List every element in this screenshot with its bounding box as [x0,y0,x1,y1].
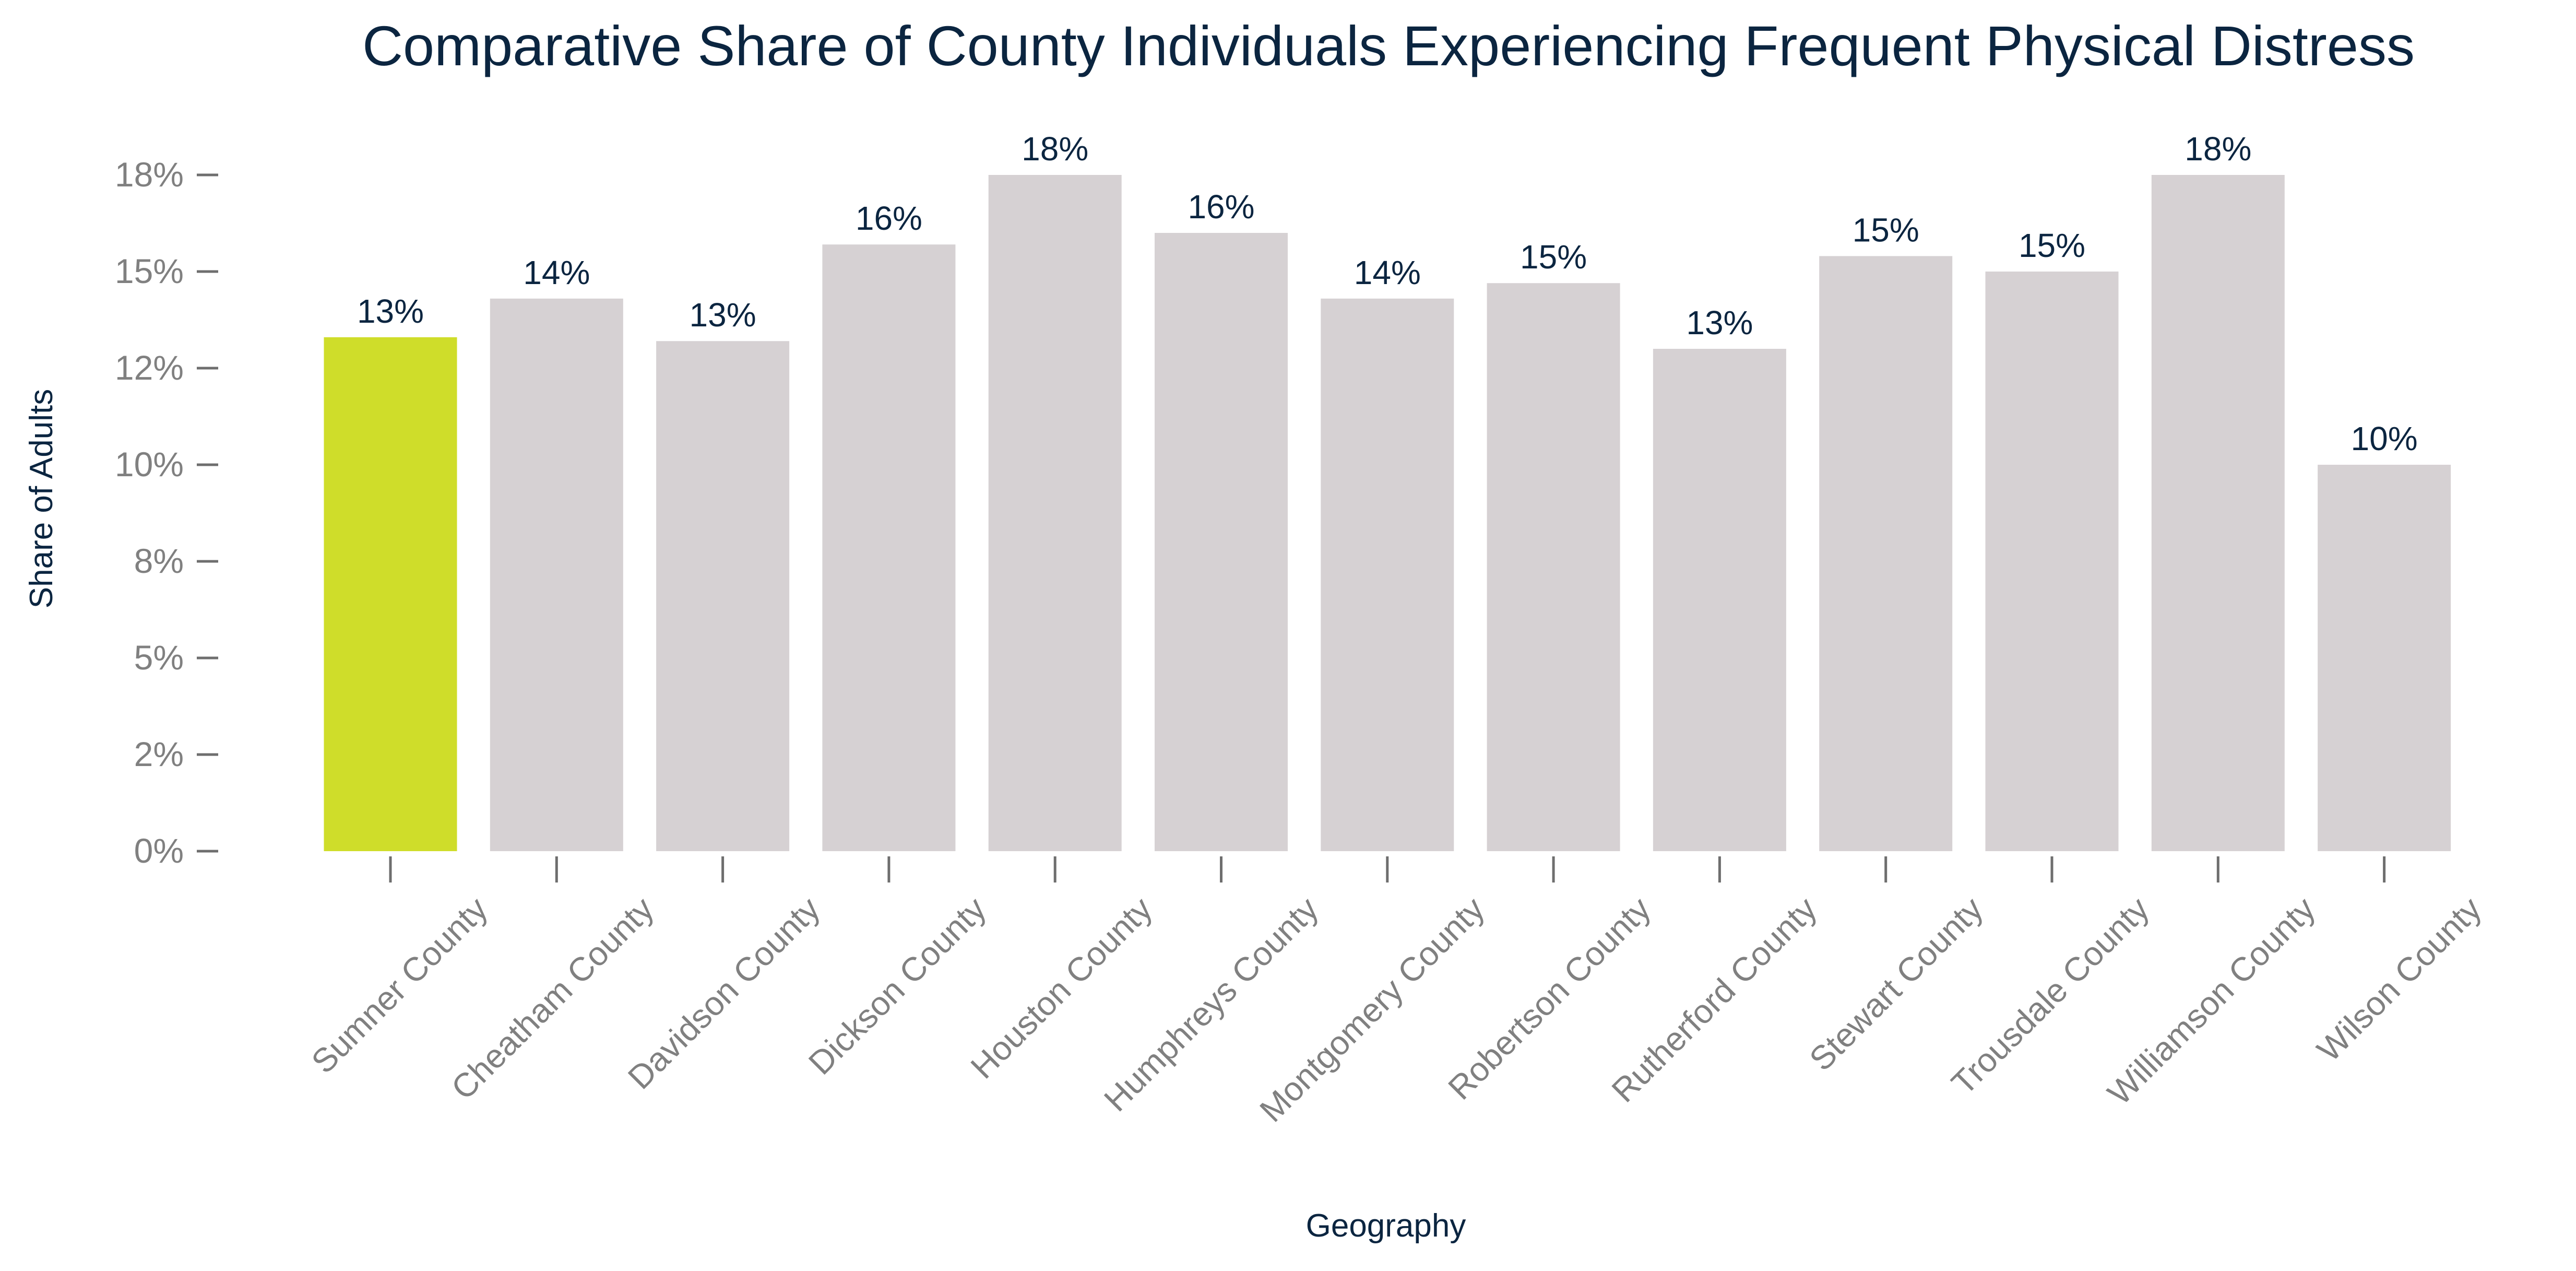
bar [2151,175,2285,851]
y-axis-title: Share of Adults [23,389,60,609]
y-tick-label: 5% [134,638,184,677]
bar [1985,272,2119,851]
x-tick-label: Wilson County [2310,890,2489,1069]
bar [1653,349,1786,851]
y-tick-label: 18% [115,155,184,194]
data-label: 13% [690,296,756,334]
y-tick-label: 10% [115,445,184,484]
data-label: 10% [2351,420,2418,457]
data-label: 18% [2185,130,2251,168]
data-label: 14% [1354,254,1421,291]
chart-title: Comparative Share of County Individuals … [362,14,2415,77]
bar [1487,283,1620,852]
data-label: 16% [1188,188,1254,226]
data-label: 18% [1022,130,1088,168]
bar [324,337,457,851]
y-tick-label: 8% [134,542,184,580]
bar [822,244,956,852]
x-tick-label: Houston County [964,890,1159,1086]
data-label: 13% [357,292,424,330]
y-tick-label: 2% [134,735,184,773]
y-tick-label: 15% [115,252,184,290]
data-labels: 13% 14% 13% 16% 18% 16% 14% 15% 13% 15% 15% 18% 10% [357,130,2418,457]
data-label: 15% [1853,211,1919,249]
bar [988,175,1122,851]
data-label: 13% [1686,304,1753,342]
x-tick-label: Stewart County [1802,890,1990,1078]
x-axis-title: Geography [1306,1208,1466,1244]
bar [1321,298,1454,851]
y-tick-label: 12% [115,348,184,387]
bar [1819,256,1953,851]
data-label: 15% [2019,227,2085,264]
x-tick-label: Dickson County [801,890,993,1082]
data-label: 14% [523,254,590,291]
x-tick-label: Sumner County [304,890,495,1080]
bar [2318,465,2451,851]
data-label: 16% [856,199,922,237]
data-label: 15% [1520,238,1587,276]
bars [324,175,2451,852]
bar [1155,233,1288,851]
y-tick-label: 0% [134,831,184,870]
bar [490,298,623,851]
y-axis: 0% 2% 5% 8% 10% 12% 15% 18% [115,155,218,870]
bar [656,341,790,851]
